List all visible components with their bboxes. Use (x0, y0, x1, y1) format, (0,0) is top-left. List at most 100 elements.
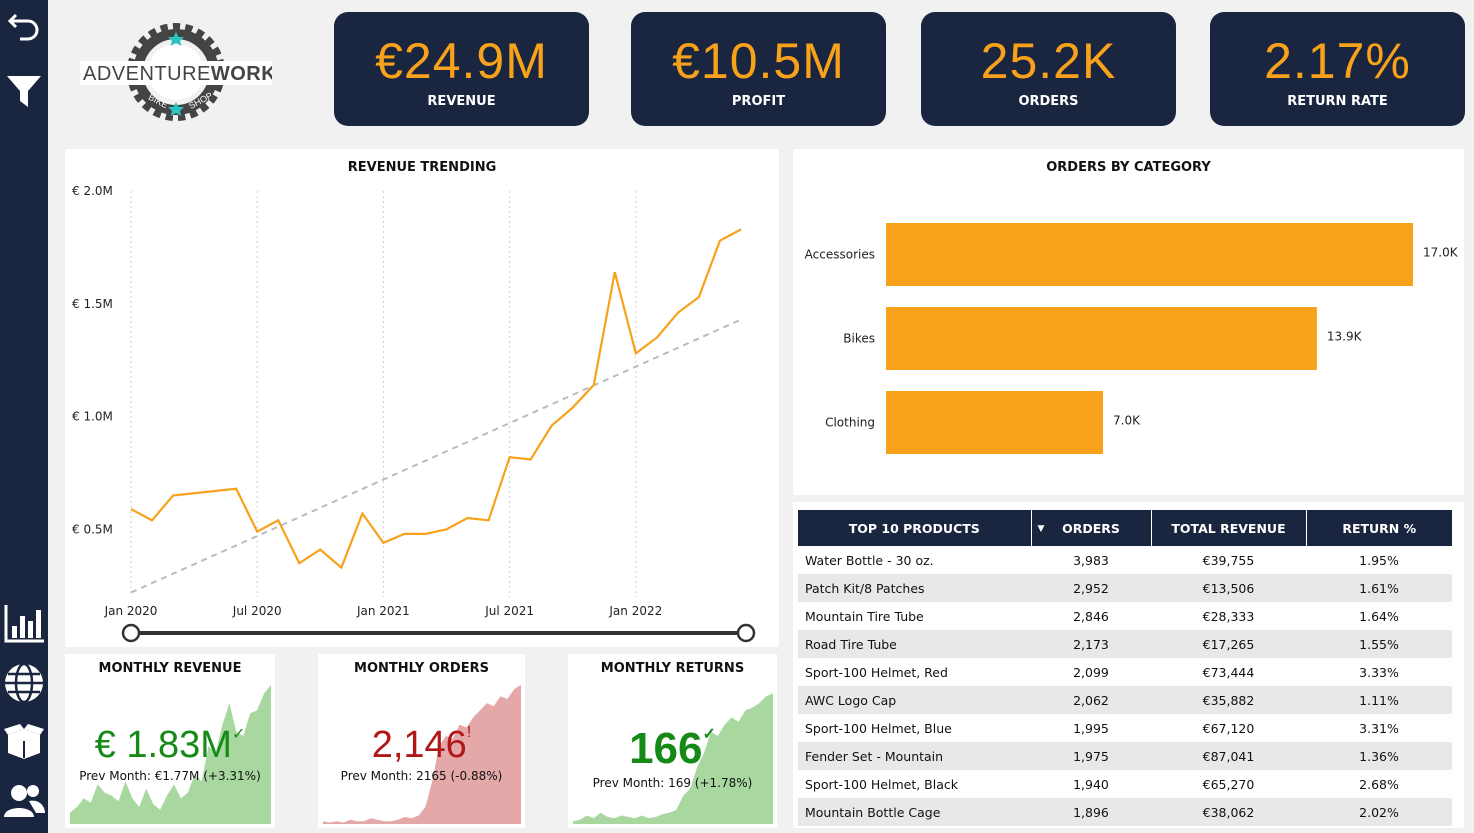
y-tick-label: € 1.0M (72, 410, 113, 424)
return-cell: 1.95% (1359, 552, 1399, 568)
revenue-cell: €67,120 (1202, 720, 1255, 736)
return-cell: 3.33% (1359, 664, 1399, 680)
table-row[interactable]: Fender Set - Mountain 1,975 €87,041 1.36% (798, 742, 1452, 770)
kpi-label: ORDERS (1018, 94, 1079, 109)
kpi-revenue: €24.9M REVENUE (334, 12, 589, 126)
revenue-cell: €65,270 (1202, 776, 1255, 792)
column-header-return[interactable]: RETURN % (1306, 510, 1452, 546)
monthly-revenue-sparkline (70, 684, 271, 824)
revenue-series-line (130, 228, 742, 570)
return-cell: 3.31% (1359, 720, 1399, 736)
return-cell: 1.55% (1306, 630, 1452, 658)
category-label: Accessories (805, 248, 875, 262)
sparkline-area (573, 693, 773, 824)
bar-bikes[interactable] (886, 307, 1317, 370)
return-cell: 1.11% (1306, 686, 1452, 714)
orders-cell: 1,975 (1031, 742, 1151, 770)
status-check-icon: ✓ (231, 726, 246, 743)
bar-value-label: 13.9K (1327, 330, 1363, 344)
table-row[interactable]: AWC Logo Cap 2,062 €35,882 1.11% (798, 686, 1452, 714)
table-row[interactable]: Mountain Tire Tube 2,846 €28,333 1.64% (798, 602, 1452, 630)
status-check-icon: ✓ (702, 726, 716, 743)
top-products-table: TOP 10 PRODUCTS ▼ ORDERS TOTAL REVENUE RE… (798, 510, 1452, 826)
kpi-value: 2.17% (1264, 33, 1411, 89)
monthly-orders-card: MONTHLY ORDERS 2,146! Prev Month: 2165 (… (318, 654, 525, 828)
column-header-product[interactable]: TOP 10 PRODUCTS (798, 510, 1032, 546)
kpi-label: RETURN RATE (1287, 94, 1388, 109)
product-name-cell: Fender Set - Mountain (798, 742, 1031, 770)
kpi-value: 25.2K (980, 33, 1117, 89)
monthly-revenue-card: MONTHLY REVENUE € 1.83M✓ Prev Month: €1.… (65, 654, 275, 828)
return-cell: 1.36% (1306, 742, 1452, 770)
orders-bar-chart[interactable]: Accessories 17.0K Bikes 13.9K Clothing 7.0K (793, 149, 1464, 495)
orders-cell: 2,173 (1031, 630, 1151, 658)
return-cell: 1.61% (1306, 574, 1452, 602)
table-row[interactable]: Sport-100 Helmet, Red 2,099 €73,444 3.33% (798, 658, 1452, 686)
revenue-line-chart[interactable]: € 2.0M € 1.5M € 1.0M € 0.5M Jan 2020 Jul 202… (65, 149, 779, 647)
revenue-cell: €38,062 (1151, 798, 1306, 826)
column-header-revenue[interactable]: TOTAL REVENUE (1151, 510, 1307, 546)
table-row[interactable]: Patch Kit/8 Patches 2,952 €13,506 1.61% (798, 574, 1452, 602)
card-value: 166✓ (629, 724, 716, 773)
card-value: € 1.83M✓ (94, 724, 246, 766)
orders-by-category-card: ORDERS BY CATEGORY Accessories 17.0K Bikes… (793, 149, 1464, 495)
table-row[interactable]: Sport-100 Helmet, Blue 1,995 €67,120 3.31% (798, 714, 1452, 742)
top-products-card (793, 502, 1464, 828)
logo-text-works: WORKS (211, 63, 272, 85)
revenue-cell: €28,333 (1202, 608, 1255, 624)
category-label: Clothing (825, 416, 875, 430)
product-name-cell: Water Bottle - 30 oz. (805, 552, 934, 568)
product-name-cell: Sport-100 Helmet, Blue (805, 720, 952, 736)
product-name-cell: Patch Kit/8 Patches (798, 574, 1031, 602)
revenue-cell: €87,041 (1151, 742, 1306, 770)
revenue-trending-card: REVENUE TRENDING € 2.0M € 1.5M € 1.0M € 0.5… (65, 149, 779, 647)
chart-title: REVENUE TRENDING (347, 160, 497, 175)
back-arrow-icon[interactable] (0, 4, 48, 50)
table-row[interactable]: Road Tire Tube 2,173 €17,265 1.55% (798, 630, 1452, 658)
kpi-label: PROFIT (731, 94, 786, 109)
product-name-cell: Sport-100 Helmet, Black (805, 776, 958, 792)
users-icon[interactable] (0, 778, 48, 824)
svg-text:ADVENTUREWORKS: ADVENTUREWORKS (83, 63, 272, 85)
chart-title: ORDERS BY CATEGORY (1046, 160, 1211, 175)
bar-clothing[interactable] (886, 391, 1103, 454)
x-tick-label: Jul 2021 (484, 604, 534, 618)
bar-value-label: 7.0K (1113, 414, 1141, 428)
bar-chart-icon[interactable] (0, 600, 48, 646)
table-row[interactable]: Mountain Bottle Cage 1,896 €38,062 2.02% (798, 798, 1452, 826)
card-title: MONTHLY RETURNS (600, 661, 745, 676)
brand-logo: ADVENTUREWORKS BIKE SHOP (80, 16, 290, 130)
monthly-returns-sparkline (573, 693, 773, 824)
return-cell: 2.02% (1306, 798, 1452, 826)
kpi-label: REVENUE (427, 94, 496, 109)
sparkline-area (70, 684, 271, 824)
x-tick-label: Jul 2020 (232, 604, 282, 618)
kpi-orders: 25.2K ORDERS (921, 12, 1176, 126)
kpi-return-rate: 2.17% RETURN RATE (1210, 12, 1465, 126)
table-row[interactable]: Sport-100 Helmet, Black 1,940 €65,270 2.68% (798, 770, 1452, 798)
return-cell: 2.68% (1359, 776, 1399, 792)
date-slider-end-handle[interactable] (736, 623, 756, 643)
date-slider-start-handle[interactable] (121, 623, 141, 643)
revenue-cell: €17,265 (1151, 630, 1306, 658)
bar-accessories[interactable] (886, 223, 1413, 286)
revenue-cell: €35,882 (1151, 686, 1306, 714)
kpi-profit: €10.5M PROFIT (631, 12, 886, 126)
card-title: MONTHLY ORDERS (354, 661, 489, 676)
monthly-returns-card: MONTHLY RETURNS 166✓ Prev Month: 169 (+1… (568, 654, 777, 828)
product-name-cell: Mountain Tire Tube (805, 608, 924, 624)
logo-text-adventure: ADVENTURE (83, 63, 211, 85)
card-subtext: Prev Month: €1.77M (+3.31%) (79, 769, 261, 783)
box-icon[interactable] (0, 718, 48, 764)
sidebar (0, 0, 48, 833)
orders-cell: 2,846 (1073, 608, 1109, 624)
orders-cell: 1,940 (1073, 776, 1109, 792)
sort-desc-icon[interactable]: ▼ (1037, 524, 1045, 534)
table-row[interactable]: Water Bottle - 30 oz. 3,983 €39,755 1.95% (798, 546, 1452, 574)
globe-icon[interactable] (0, 660, 48, 706)
filter-icon[interactable] (0, 68, 48, 114)
y-tick-label: € 1.5M (72, 297, 113, 311)
column-header-orders[interactable]: ▼ ORDERS (1031, 510, 1152, 546)
card-value: 2,146! (371, 724, 472, 766)
orders-cell: 3,983 (1073, 552, 1109, 568)
